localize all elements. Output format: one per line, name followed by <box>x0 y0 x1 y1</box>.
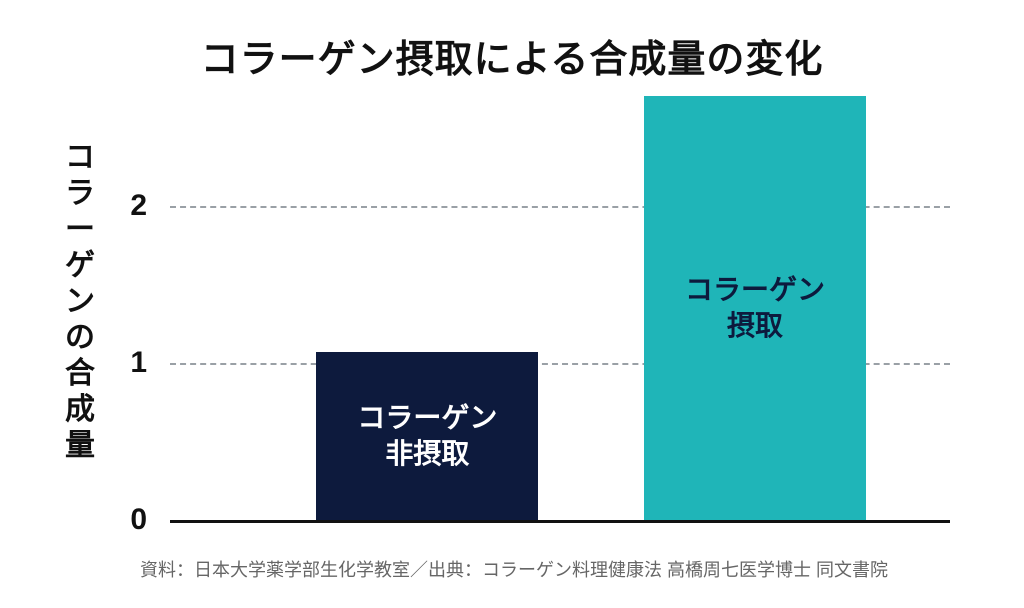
bar-label: コラーゲン摂取 <box>685 272 825 345</box>
y-tick-label: 0 <box>130 503 148 537</box>
bar-1: コラーゲン摂取 <box>644 96 866 520</box>
bar-0: コラーゲン非摂取 <box>316 352 538 520</box>
y-tick-label: 1 <box>130 346 148 380</box>
plot-area: 012コラーゲン非摂取コラーゲン摂取 <box>170 96 950 520</box>
chart-title: コラーゲン摂取による合成量の変化 <box>0 28 1024 83</box>
y-tick-label: 2 <box>130 189 148 223</box>
source-line: 資料：日本大学薬学部生化学教室／出典：コラーゲン料理健康法 高橋周七医学博士 同… <box>140 556 888 582</box>
bar-label: コラーゲン非摂取 <box>357 400 497 473</box>
baseline <box>170 520 950 523</box>
y-axis-label: コラーゲンの合成量 <box>62 140 98 464</box>
